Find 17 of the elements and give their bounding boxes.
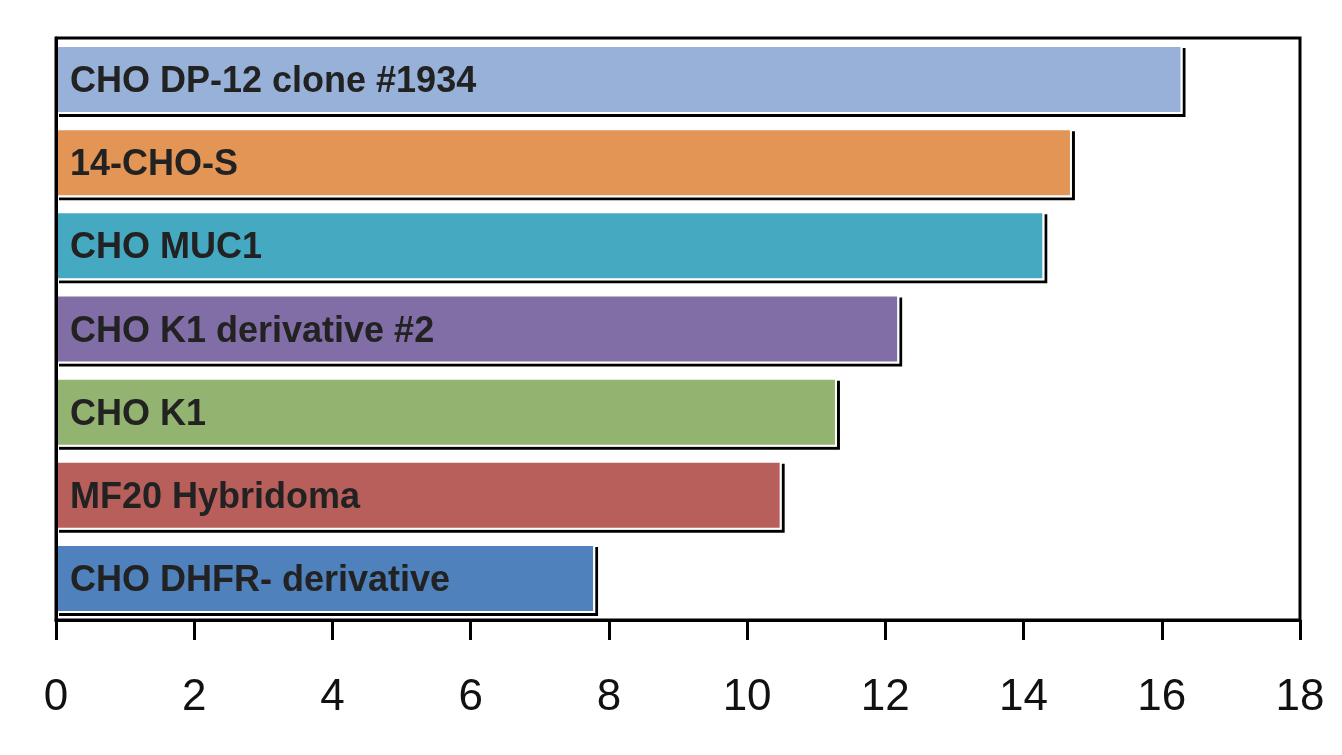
y-tick-label: CHO MUC1 <box>70 225 263 267</box>
x-tick-label: 16 <box>1137 669 1187 719</box>
y-tick-label: 14-CHO-S <box>70 142 239 184</box>
x-tick-label: 2 <box>181 669 207 719</box>
x-tick-label: 8 <box>596 669 622 719</box>
x-tick-label: 4 <box>320 669 345 719</box>
y-tick-label: CHO DP-12 clone #1934 <box>70 59 477 101</box>
x-tick-label: 14 <box>999 669 1049 719</box>
y-tick-label: MF20 Hybridoma <box>70 474 362 516</box>
y-tick-label: CHO DHFR- derivative <box>70 557 451 599</box>
y-tick-label: CHO K1 derivative #2 <box>70 308 435 350</box>
x-tick-label: 12 <box>860 669 910 719</box>
x-tick-label: 18 <box>1275 669 1325 719</box>
x-tick-label: 0 <box>43 669 69 719</box>
x-tick-label: 6 <box>458 669 483 719</box>
x-tick-label: 10 <box>722 669 772 719</box>
y-tick-label: CHO K1 <box>70 391 207 433</box>
